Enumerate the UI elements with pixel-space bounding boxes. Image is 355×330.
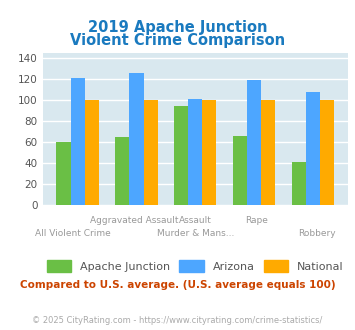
- Text: Rape: Rape: [245, 216, 268, 225]
- Bar: [202, 100, 217, 205]
- Text: Assault: Assault: [179, 216, 212, 225]
- Text: © 2025 CityRating.com - https://www.cityrating.com/crime-statistics/: © 2025 CityRating.com - https://www.city…: [32, 315, 323, 325]
- Bar: [188, 99, 202, 205]
- Bar: [56, 142, 71, 205]
- Text: All Violent Crime: All Violent Crime: [35, 229, 111, 238]
- Bar: [174, 106, 188, 205]
- Text: Compared to U.S. average. (U.S. average equals 100): Compared to U.S. average. (U.S. average …: [20, 280, 335, 290]
- Bar: [71, 78, 85, 205]
- Bar: [115, 137, 129, 205]
- Bar: [143, 100, 158, 205]
- Text: Robbery: Robbery: [299, 229, 336, 238]
- Bar: [320, 100, 334, 205]
- Legend: Apache Junction, Arizona, National: Apache Junction, Arizona, National: [43, 256, 348, 276]
- Text: 2019 Apache Junction: 2019 Apache Junction: [88, 20, 267, 35]
- Bar: [247, 80, 261, 205]
- Bar: [85, 100, 99, 205]
- Text: Aggravated Assault: Aggravated Assault: [90, 216, 179, 225]
- Text: Violent Crime Comparison: Violent Crime Comparison: [70, 33, 285, 48]
- Bar: [129, 73, 143, 205]
- Bar: [261, 100, 275, 205]
- Bar: [233, 136, 247, 205]
- Text: Murder & Mans...: Murder & Mans...: [157, 229, 234, 238]
- Bar: [306, 91, 320, 205]
- Bar: [292, 162, 306, 205]
